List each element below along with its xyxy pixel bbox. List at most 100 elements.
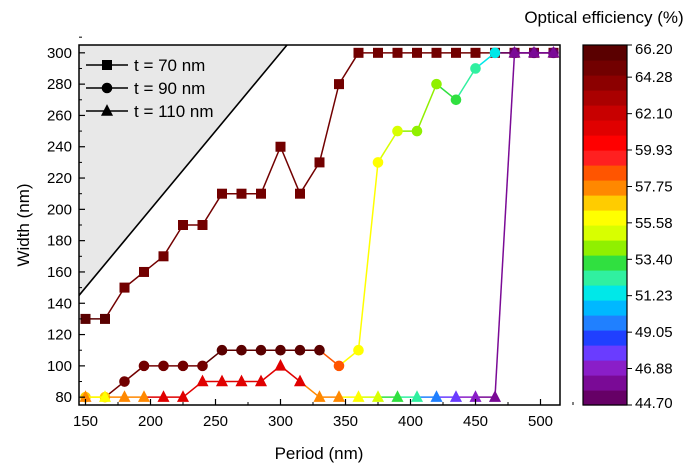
series-2-point [216,344,228,356]
series-1-point [217,188,227,199]
x-tick-label: 400 [398,413,423,430]
y-tick-label: 300 [47,45,72,62]
colorbar-band [583,195,627,211]
series-2-point [275,344,286,356]
colorbar-tick-label: 51.23 [635,288,673,305]
y-tick-label: 260 [47,107,72,124]
series-1-segment [104,287,126,320]
series-1-point [256,188,266,199]
series-1-point [295,188,305,199]
colorbar-tick-label: 46.88 [635,360,673,377]
colorbar-tick-label: 66.20 [635,41,673,58]
colorbar-band [583,165,627,181]
series-2-segment [416,83,438,132]
y-tick-label: 120 [47,327,72,344]
series-2-segment [455,68,477,101]
series-3-point [527,45,541,58]
colorbar-band [583,360,627,376]
forbidden-boundary-line [79,45,288,296]
colorbar-title: Optical efficiency (%) [524,8,683,27]
series-1-point [139,266,149,277]
series-1-point [451,47,461,58]
series-1-segment [318,83,340,163]
y-tick-label: 240 [47,139,72,156]
colorbar-band [583,150,627,166]
legend-label: t = 70 nm [134,56,205,75]
series-2-point [236,344,247,356]
legend-item: t = 90 nm [86,79,205,98]
y-tick-label: 220 [47,170,72,187]
series-2-point [255,344,267,356]
colorbar-band [583,300,627,316]
series-3-point [157,390,170,402]
series-1-point [353,47,364,58]
series-2-point [314,344,325,356]
forbidden-clip-group [79,45,288,296]
series-1-segment [299,161,321,195]
legend-item: t = 110 nm [86,102,214,121]
colorbar-band [583,345,627,361]
series-1-point [431,47,442,58]
legend: t = 70 nm t = 90 nm t = 110 nm [86,56,214,121]
colorbar-tick-label: 55.58 [635,215,673,232]
series-2-point [177,360,189,372]
colorbar-band [583,375,627,391]
series-2-segment [357,162,379,351]
series-1-point [392,47,403,58]
colorbar-band [583,105,627,121]
series-3-point [313,390,326,402]
series-2-point [294,344,306,356]
y-tick-label: 80 [55,389,72,406]
series-2-point [333,360,345,372]
colorbar-band [583,90,627,106]
series-1-segment [279,146,301,194]
series-1-point [275,141,286,152]
y-axis: 80 100 120 140 160 180 200 220 240 260 280 300 [47,36,85,406]
colorbar-tick-label: 57.75 [635,178,673,195]
x-tick-label: 500 [528,413,553,430]
x-tick-label: 150 [73,413,98,430]
series-3-point [196,374,209,387]
series-1-point [373,47,383,58]
y-tick-label: 100 [47,358,72,375]
colorbar-band [583,120,627,136]
series-3-point [215,374,229,387]
series-3-point [508,45,521,58]
colorbar-frame [582,44,628,406]
colorbar-band [583,270,627,286]
forbidden-region [79,45,288,296]
series-1-segment [338,52,360,85]
colorbar-band [583,210,627,226]
series-2-point [138,360,150,372]
series-1-point [470,47,481,58]
y-tick-label: 280 [47,76,72,93]
series-2-point [372,157,384,168]
series-1-point [412,47,422,58]
colorbar-tick-label: 62.10 [635,106,673,123]
series-1-point [119,282,130,293]
colorbar-tick-label: 59.93 [635,142,673,159]
series-3-point [254,374,268,387]
legend-item: t = 70 nm [86,56,205,75]
y-tick-label: 160 [47,264,72,281]
legend-marker [101,82,113,94]
series-2-point [119,376,130,387]
y-axis-label: Width (nm) [14,183,33,266]
legend-label: t = 90 nm [134,79,205,98]
series-1-point [80,313,91,324]
series-2-point [489,47,501,59]
series-3-point [274,358,287,371]
series-1-segment [201,193,223,226]
x-tick-label: 250 [203,413,228,430]
y-tick-label: 200 [47,201,72,218]
colorbar-band [583,60,627,76]
colorbar-band [583,390,627,406]
series-2-point [431,78,442,90]
x-tick-label: 200 [138,413,163,430]
series-2-point [411,125,423,137]
series-2-point [450,94,462,106]
colorbar-band [583,285,627,301]
series-3-point [176,390,190,402]
series-2-point [158,360,169,372]
